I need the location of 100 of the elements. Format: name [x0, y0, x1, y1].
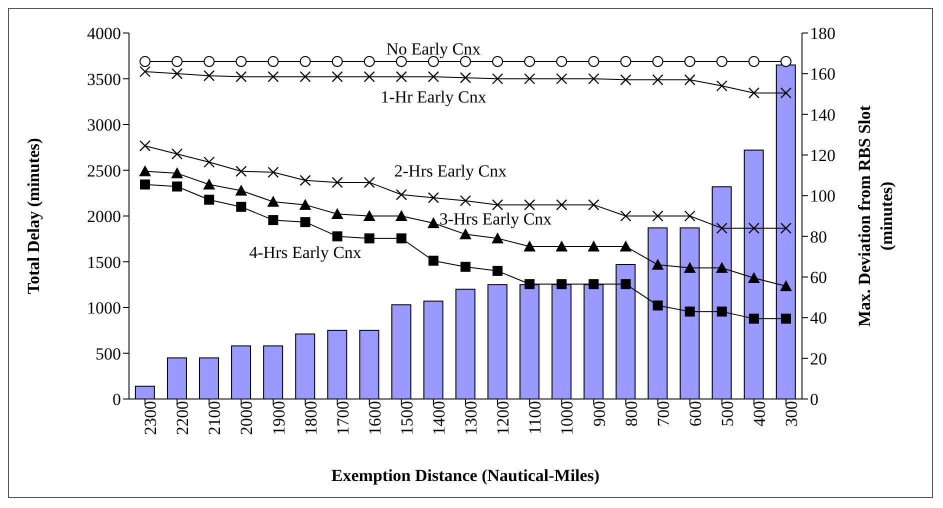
series-label: 3-Hrs Early Cnx [439, 209, 552, 228]
point [460, 228, 472, 240]
point [460, 262, 470, 272]
point [588, 56, 600, 67]
point [396, 71, 407, 82]
point [716, 306, 727, 317]
point [460, 195, 471, 206]
x-tick-label: 1100 [526, 401, 545, 434]
y-tick-label: 2000 [87, 207, 121, 226]
point [492, 199, 503, 210]
point [556, 56, 568, 67]
point [524, 56, 536, 67]
point [620, 240, 632, 252]
y2-tick-label: 140 [810, 105, 836, 124]
x-tick-label: 2200 [173, 401, 192, 435]
x-tick-label: 1000 [558, 401, 577, 435]
point [172, 182, 182, 192]
y-axis-title: Total Delay (minutes) [24, 138, 44, 294]
y-tick-label: 0 [112, 390, 121, 410]
point [172, 56, 183, 67]
x-tick-label: 2300 [141, 401, 160, 435]
point [203, 178, 216, 190]
x-tick-label: 1900 [269, 401, 288, 435]
point [716, 222, 728, 234]
y2-tick-label: 100 [810, 186, 836, 206]
x-tick-label: 2100 [205, 401, 224, 435]
point [236, 56, 247, 67]
point [716, 80, 728, 92]
point [140, 179, 150, 190]
y-tick-label: 3500 [87, 70, 121, 89]
point [332, 231, 342, 242]
point [204, 156, 215, 168]
x-tick-label: 800 [622, 401, 641, 426]
series-label: No Early Cnx [386, 39, 482, 58]
point [396, 56, 407, 67]
point [363, 210, 376, 221]
point [620, 56, 632, 67]
point [652, 300, 663, 310]
point [331, 208, 344, 219]
point [300, 174, 311, 186]
point [524, 73, 536, 84]
point [652, 258, 664, 270]
point [395, 210, 408, 221]
point [524, 279, 535, 290]
y-tick-label: 1000 [87, 298, 121, 318]
x-tick-label: 2000 [237, 401, 256, 435]
point [556, 199, 568, 210]
point [492, 73, 503, 84]
point [524, 199, 536, 210]
point [748, 222, 760, 234]
point [364, 56, 375, 67]
point [364, 177, 375, 188]
series-label: 2-Hrs Early Cnx [394, 162, 508, 181]
x-tick-label: 1400 [430, 401, 449, 435]
point [428, 71, 439, 82]
series-label: 4-Hrs Early Cnx [249, 243, 362, 262]
point [556, 279, 567, 290]
point [235, 184, 248, 196]
y2-tick-label: 20 [810, 349, 827, 368]
x-tick-label: 1600 [365, 401, 384, 435]
y-tick-label: 4000 [87, 24, 121, 44]
point [267, 196, 280, 207]
y2-tick-label: 60 [810, 268, 827, 288]
point [780, 56, 792, 67]
x-tick-label: 700 [654, 401, 673, 426]
x-tick-label: 1300 [462, 401, 481, 435]
point [268, 215, 278, 226]
point [204, 70, 215, 82]
point [748, 56, 760, 67]
point [780, 314, 791, 324]
point [236, 202, 246, 212]
point [492, 266, 503, 276]
y2-tick-label: 40 [810, 308, 827, 328]
point [268, 56, 279, 67]
point [172, 68, 182, 80]
point [332, 177, 343, 188]
x-tick-label: 1200 [494, 401, 513, 435]
point [140, 140, 150, 152]
point [300, 56, 311, 67]
point [492, 232, 504, 244]
y2-tick-label: 180 [810, 24, 836, 44]
x-axis-title: Exemption Distance (Nautical-Miles) [331, 466, 600, 485]
point [684, 56, 696, 67]
point [428, 192, 439, 204]
x-tick-label: 400 [750, 401, 769, 426]
point [171, 167, 184, 178]
point [396, 233, 406, 244]
point [588, 279, 599, 290]
point [428, 256, 438, 266]
x-tick-label: 1800 [301, 401, 320, 435]
y-tick-label: 1500 [87, 252, 121, 272]
y2-axis-title: Max. Deviation from RBS Slot (minutes) [855, 105, 896, 327]
y-tick-label: 3000 [87, 116, 121, 135]
point [684, 306, 695, 317]
y2-tick-label: 0 [810, 390, 818, 410]
point [716, 262, 728, 273]
point [460, 72, 471, 84]
point [684, 262, 696, 273]
point [332, 56, 343, 67]
point [427, 217, 440, 228]
